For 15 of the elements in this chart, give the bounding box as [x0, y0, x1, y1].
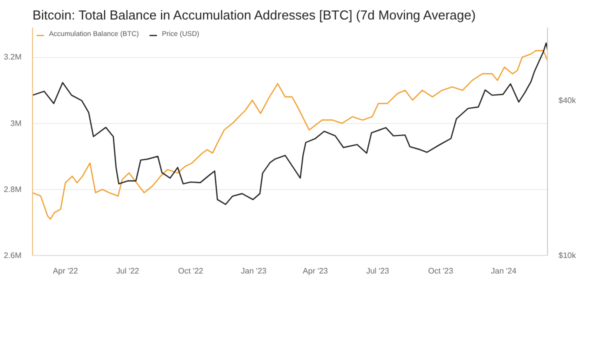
y-tick-label: 2.8M — [4, 184, 22, 194]
y2-tick-label: $40k — [558, 96, 577, 106]
chart-title: Bitcoin: Total Balance in Accumulation Addresses [BTC] (7d Moving Average) — [32, 8, 476, 22]
x-tick-label: Jan '23 — [240, 266, 268, 276]
x-tick-label: Oct '22 — [178, 266, 204, 276]
x-tick-label: Jul '23 — [366, 266, 390, 276]
x-tick-label: Apr '23 — [302, 266, 328, 276]
y-tick-label: 3.2M — [4, 52, 22, 62]
x-tick-label: Oct '23 — [428, 266, 454, 276]
y-tick-label: 3M — [10, 118, 22, 128]
x-tick-label: Jul '22 — [116, 266, 140, 276]
y-tick-label: 2.6M — [4, 251, 22, 260]
x-tick-label: Jan '24 — [490, 266, 517, 276]
y2-tick-label: $10k — [558, 251, 577, 260]
x-tick-label: Apr '22 — [52, 266, 78, 276]
